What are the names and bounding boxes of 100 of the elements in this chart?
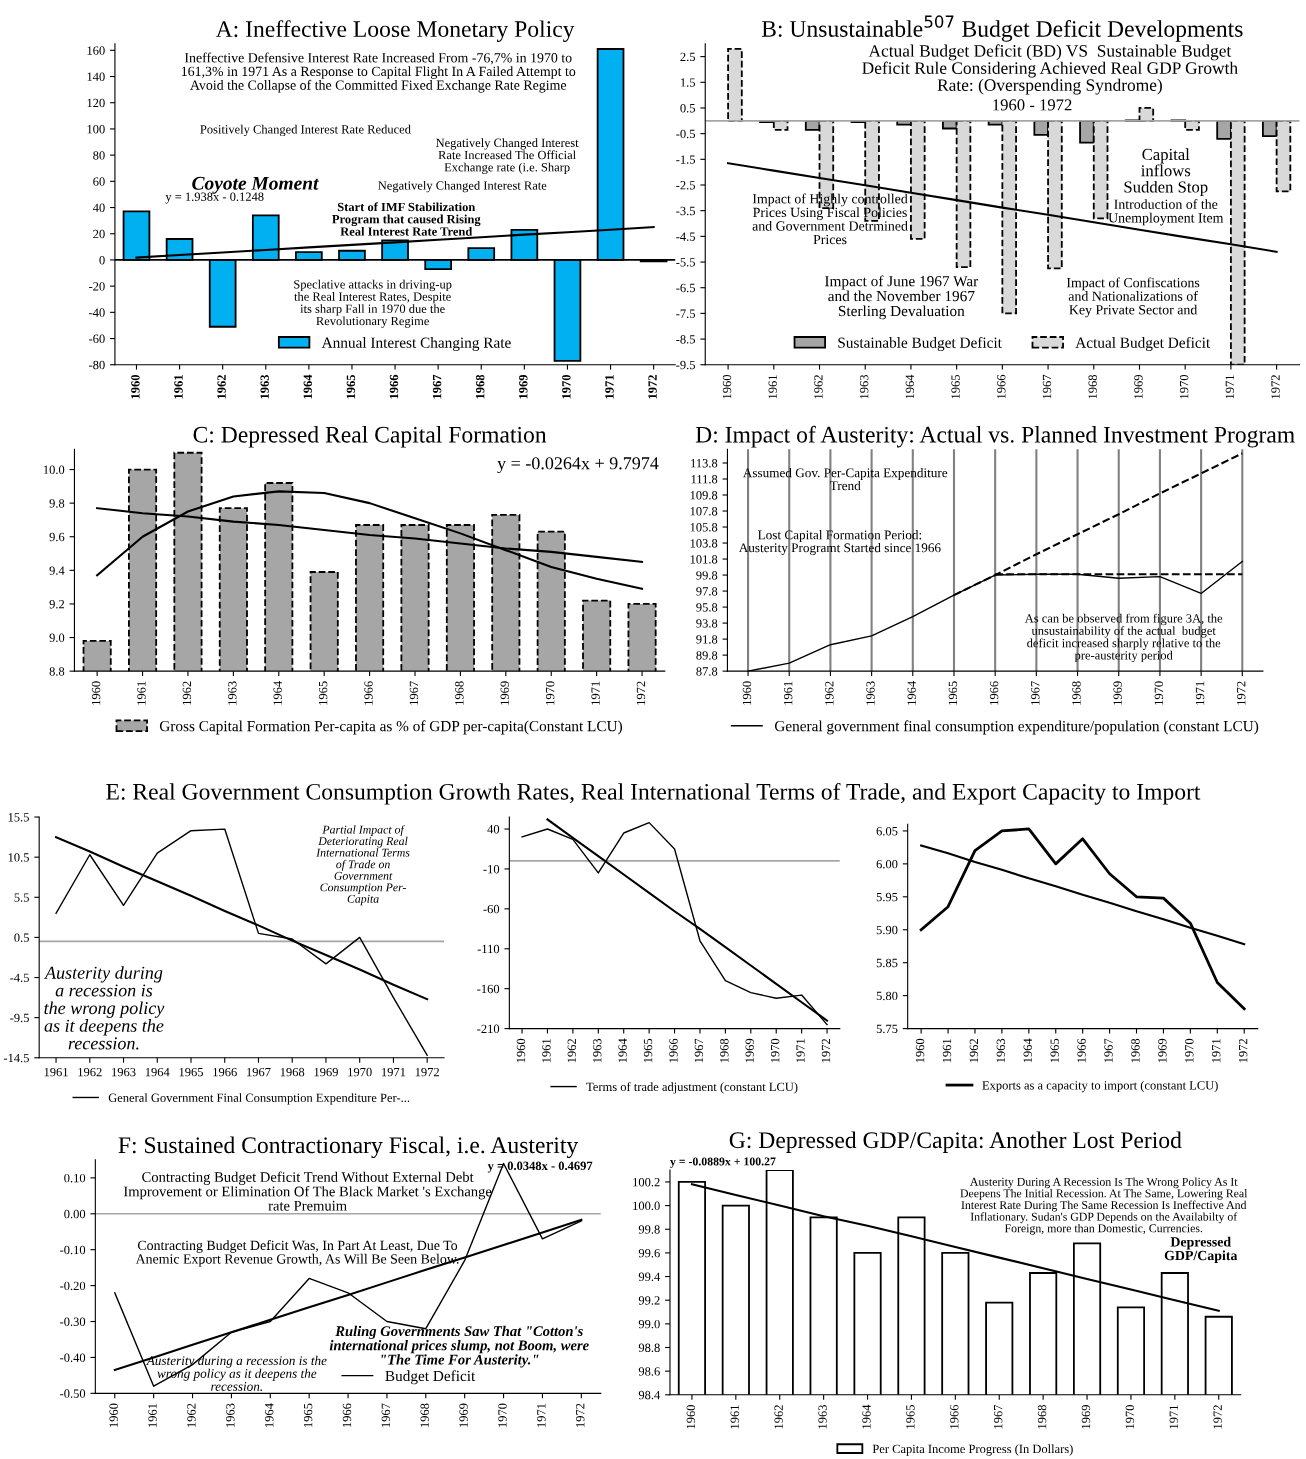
y-tick-label: 100 — [87, 124, 105, 134]
x-tick-label: 1965 — [303, 1403, 313, 1427]
x-tick-label: 1964 — [145, 1067, 170, 1077]
y-tick-label: 6.00 — [876, 859, 898, 869]
y-tick-label: 160 — [87, 46, 105, 55]
y-tick-label: 5.80 — [876, 991, 898, 1001]
annotation: Negatively Changed Interest Rate Increased The Official Exchange rate (i.e. Sharp — [435, 138, 579, 175]
y-tick-label: 8.8 — [49, 667, 65, 676]
y-tick-label: 40 — [487, 825, 500, 834]
annotation: Austerity during a recession is the wrong policy as it deepens the recession. — [44, 966, 165, 1050]
y-tick-label: 5.90 — [876, 925, 898, 935]
y-tick-label: -2.5 — [676, 181, 696, 190]
x-tick-label: 1968 — [420, 1403, 429, 1427]
x-tick-label: 1965 — [179, 1067, 204, 1077]
x-tick-label: 1966 — [364, 681, 373, 705]
y-tick-label: -8.5 — [676, 335, 696, 344]
y-tick-label: 10.0 — [43, 465, 65, 475]
y-tick-label: 9.4 — [49, 566, 65, 575]
y-tick-label: 6.05 — [876, 826, 898, 836]
x-tick-label: 1969 — [500, 681, 509, 705]
y-tick-label: 10.5 — [8, 853, 29, 862]
y-tick-label: 100.0 — [633, 1201, 660, 1211]
y-tick-label: 5.95 — [876, 892, 898, 902]
x-tick-label: 1965 — [906, 1405, 915, 1429]
x-tick-label: 1967 — [694, 1038, 704, 1063]
y-tick-label: 0.5 — [14, 933, 29, 942]
annotation: Actual Budget Deficit (BD) VS Sustainable Budget Deficit Rule Considering Achieved Real GDP Growth Rate: (Overspending Syndrome) — [862, 44, 1238, 95]
legend-label: Per Capita Income Progress (In Dollars) — [872, 1444, 1073, 1456]
x-tick-label: 1965 — [1050, 1038, 1059, 1063]
y-tick-label: 98.4 — [638, 1390, 661, 1400]
x-tick-label: 1967 — [993, 1404, 1003, 1429]
chart-title: C: Depressed Real Capital Formation — [193, 426, 547, 448]
x-tick-label: 1962 — [774, 1405, 783, 1429]
annotation: 1960 - 1972 — [993, 99, 1072, 111]
x-tick-label: 1971 — [1225, 375, 1235, 399]
annotation: Impact of June 1967 War and the November 1967 Sterling Devaluation — [825, 275, 979, 320]
x-tick-label: 1968 — [455, 681, 464, 705]
annotation: y = 1.938x - 0.1248 — [165, 192, 264, 204]
text: y = -0.0889x + 100.27 — [670, 1157, 776, 1168]
annotation: y = -0.0264x + 9.7974 — [497, 457, 659, 474]
y-tick-label: -5.5 — [676, 258, 696, 267]
x-tick-label: 1960 — [742, 681, 752, 705]
x-tick-label: 1972 — [1271, 375, 1280, 399]
y-tick-label: -0.30 — [60, 1317, 86, 1327]
x-tick-label: 1967 — [409, 681, 419, 705]
legend-label: Budget Deficit — [385, 1370, 476, 1385]
y-tick-label: 109.8 — [690, 491, 718, 500]
y-tick-label: -80 — [89, 360, 105, 370]
x-tick-label: 1972 — [576, 1403, 585, 1427]
x-tick-label: 1971 — [1195, 681, 1205, 705]
y-tick-label: -14.5 — [3, 1053, 29, 1063]
y-tick-label: 1.5 — [680, 78, 696, 87]
x-tick-label: 1962 — [825, 681, 834, 705]
x-tick-label: 1972 — [636, 681, 646, 705]
x-tick-label: 1971 — [1212, 1039, 1221, 1063]
x-tick-label: 1968 — [1072, 681, 1081, 705]
annotation: Capital inflows Sudden Stop — [1124, 148, 1208, 196]
y-tick-label: -40 — [89, 308, 105, 317]
y-tick-label: 111.8 — [691, 475, 718, 484]
x-tick-label: 1964 — [905, 374, 915, 399]
text: E: Real Government Consumption Growth Rates, Real International Terms of Trade, and Export Capacity to Import — [106, 782, 1201, 805]
y-tick-label: -9.5 — [676, 360, 696, 370]
y-tick-label: -0.5 — [676, 129, 696, 139]
y-tick-label: -3.5 — [676, 206, 696, 216]
x-tick-label: 1960 — [686, 1405, 696, 1429]
x-tick-label: 1963 — [112, 1067, 136, 1077]
y-tick-label: 99.4 — [638, 1272, 661, 1282]
y-tick-label: -60 — [483, 904, 500, 914]
x-tick-label: 1961 — [137, 681, 146, 705]
y-tick-label: 0.00 — [64, 1209, 86, 1219]
y-tick-label: -7.5 — [676, 309, 696, 318]
x-tick-label: 1969 — [1081, 1405, 1091, 1429]
y-tick-label: 113.8 — [691, 459, 718, 468]
y-tick-label: -210 — [477, 1024, 500, 1034]
x-tick-label: 1968 — [1131, 1038, 1140, 1063]
x-tick-label: 1969 — [1134, 374, 1143, 399]
x-tick-label: 1960 — [722, 374, 732, 399]
x-tick-label: 1962 — [567, 1039, 577, 1063]
annotation: Start of IMF Stabilization Program that caused Rising Real Interest Rate Trend — [332, 202, 481, 236]
x-tick-label: 1966 — [669, 1038, 678, 1063]
y-tick-label: -20 — [89, 282, 105, 291]
y-tick-label: 103.8 — [690, 539, 718, 548]
y-tick-label: 60 — [93, 177, 105, 186]
x-tick-label: 1972 — [415, 1067, 439, 1077]
y-tick-label: -6.5 — [676, 283, 696, 293]
annotation: Introduction of the Unemployment Item — [1108, 199, 1224, 226]
x-tick-label: 1964 — [618, 1038, 627, 1063]
x-tick-label: 1968 — [1088, 374, 1097, 399]
annotation: Negatively Changed Interest Rate — [378, 180, 547, 193]
x-tick-label: 1970 — [1179, 374, 1189, 399]
x-tick-label: 1967 — [1042, 374, 1052, 399]
x-tick-label: 1961 — [148, 1403, 157, 1427]
x-tick-label: 1964 — [273, 681, 282, 705]
annotation: Assumed Gov. Per-Capita Expenditure Trend — [742, 468, 948, 491]
y-tick-label: -0.10 — [60, 1245, 86, 1255]
x-tick-label: 1972 — [1237, 681, 1246, 705]
x-tick-label: 1962 — [78, 1067, 102, 1077]
x-tick-label: 1965 — [643, 1038, 653, 1063]
y-tick-label: 89.8 — [696, 651, 718, 660]
x-tick-label: 1963 — [866, 681, 875, 705]
